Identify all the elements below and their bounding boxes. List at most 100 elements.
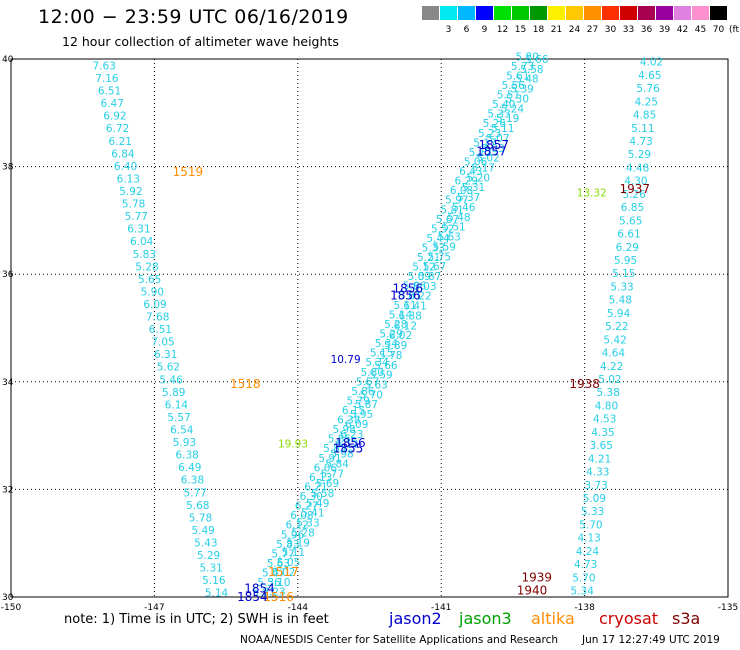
pass-time-label: 1518 (230, 377, 261, 391)
swh-value: 5.42 (603, 334, 626, 346)
swh-value: 5.36 (257, 577, 281, 589)
legend-label: 15 (514, 25, 527, 35)
swh-value: 6.09 (345, 419, 368, 431)
swh-value: 5.10 (267, 577, 290, 589)
swh-value: 5.70 (572, 572, 595, 584)
swh-value: 5.81 (440, 204, 463, 216)
legend-swatch (656, 6, 673, 20)
longitude-label: -138 (574, 603, 595, 613)
swh-value: 5.12 (469, 147, 492, 159)
swh-value: 5.26 (483, 118, 507, 130)
swh-value: 5.16 (202, 575, 226, 587)
swh-value: 6.08 (290, 510, 313, 522)
pass-time-label: 1854 (237, 590, 268, 604)
swh-value: 6.03 (413, 281, 436, 293)
legend-unit: (ft) (729, 25, 740, 35)
longitude-label: -150 (1, 603, 22, 613)
swh-value: 5.58 (520, 64, 543, 76)
swh-value: 5.41 (301, 508, 324, 520)
legend-swatch (710, 6, 727, 20)
swh-value: 5.23 (478, 128, 501, 140)
swh-value: 5.01 (398, 290, 421, 302)
swh-value: 5.28 (291, 527, 314, 539)
swh-value: 5.57 (167, 412, 190, 424)
legend-swatch (638, 6, 655, 20)
swh-value-highlight: 19.93 (278, 439, 308, 451)
legend-label: 21 (550, 25, 563, 35)
swh-value: 5.39 (510, 84, 533, 96)
swh-value: 5.70 (579, 519, 602, 531)
swh-value: 4.13 (577, 533, 600, 545)
legend-label: 39 (658, 25, 671, 35)
pass-time-label: 1519 (173, 165, 204, 179)
legend-label: 27 (586, 25, 599, 35)
swh-value: 5.06 (403, 281, 427, 293)
swh-value: 5.95 (350, 409, 373, 421)
swh-value: 5.77 (183, 487, 206, 499)
swh-value: 5.34 (365, 357, 389, 369)
swh-value: 5.80 (516, 51, 539, 63)
swh-value: 5.33 (422, 242, 445, 254)
swh-value: 5.89 (384, 340, 407, 352)
swh-value: 4.24 (576, 546, 600, 558)
swh-value: 4.65 (638, 70, 661, 82)
swh-value: 6.38 (175, 450, 198, 462)
swh-value: 5.33 (487, 109, 510, 121)
swh-value: 4.53 (593, 414, 616, 426)
swh-value: 6.27 (295, 501, 318, 513)
map-frame (10, 58, 729, 598)
swh-value: 6.51 (149, 324, 172, 336)
swh-value: 5.59 (369, 370, 392, 382)
swh-value: 4.80 (595, 400, 618, 412)
pass-time-label: 1856 (335, 436, 366, 450)
swh-value: 7.68 (146, 312, 169, 324)
swh-value: 4.30 (624, 176, 647, 188)
swh-value: 5.02 (598, 374, 621, 386)
swh-value: 6.85 (621, 202, 644, 214)
swh-value: 5.12 (412, 262, 435, 274)
swh-value: 5.11 (282, 547, 305, 559)
longitude-label: -141 (431, 603, 451, 613)
swh-value: 5.14 (205, 588, 229, 600)
pass-time-label: 1856 (392, 282, 423, 296)
swh-value: 5.56 (501, 80, 525, 92)
swh-value: 6.29 (455, 176, 478, 188)
swh-value: 6.12 (286, 520, 309, 532)
swh-value: 5.28 (384, 319, 407, 331)
latitude-label: 38 (2, 163, 14, 173)
legend-label: 18 (532, 25, 545, 35)
legend-swatch (476, 6, 493, 20)
swh-value: 5.28 (135, 261, 158, 273)
swh-value: 6.84 (111, 148, 135, 160)
swh-value: 5.46 (452, 202, 476, 214)
swh-value: 6.12 (335, 439, 358, 451)
legend-swatch (494, 6, 511, 20)
longitude-label: -144 (288, 603, 309, 613)
legend-label: 24 (568, 25, 581, 35)
legend-swatch (620, 6, 637, 20)
legend-label: 30 (604, 25, 617, 35)
swh-value: 5.02 (476, 153, 499, 165)
swh-value: 5.51 (497, 90, 520, 102)
swh-value: 6.21 (304, 481, 327, 493)
swh-value: 5.92 (119, 186, 142, 198)
swh-value: 6.14 (165, 399, 189, 411)
swh-value: 5.24 (501, 103, 525, 115)
swh-value: 6.31 (127, 224, 150, 236)
swh-value: 4.73 (574, 559, 597, 571)
swh-value: 5.37 (457, 192, 480, 204)
swh-value: 6.04 (130, 236, 154, 248)
swh-value: 5.48 (515, 74, 538, 86)
swh-value: 5.59 (433, 241, 456, 253)
swh-value: 5.11 (631, 123, 654, 135)
generated-timestamp: Jun 17 12:27:49 UTC 2019 (582, 634, 720, 646)
swh-value: 5.44 (426, 233, 450, 245)
swh-value: 4.35 (591, 427, 614, 439)
legend-label: 9 (481, 25, 488, 35)
swh-value: 6.13 (117, 173, 140, 185)
swh-value: 5.34 (375, 338, 399, 350)
swh-value: 6.12 (394, 320, 417, 332)
swh-value: 5.29 (197, 550, 220, 562)
swh-value: 5.77 (271, 548, 294, 560)
